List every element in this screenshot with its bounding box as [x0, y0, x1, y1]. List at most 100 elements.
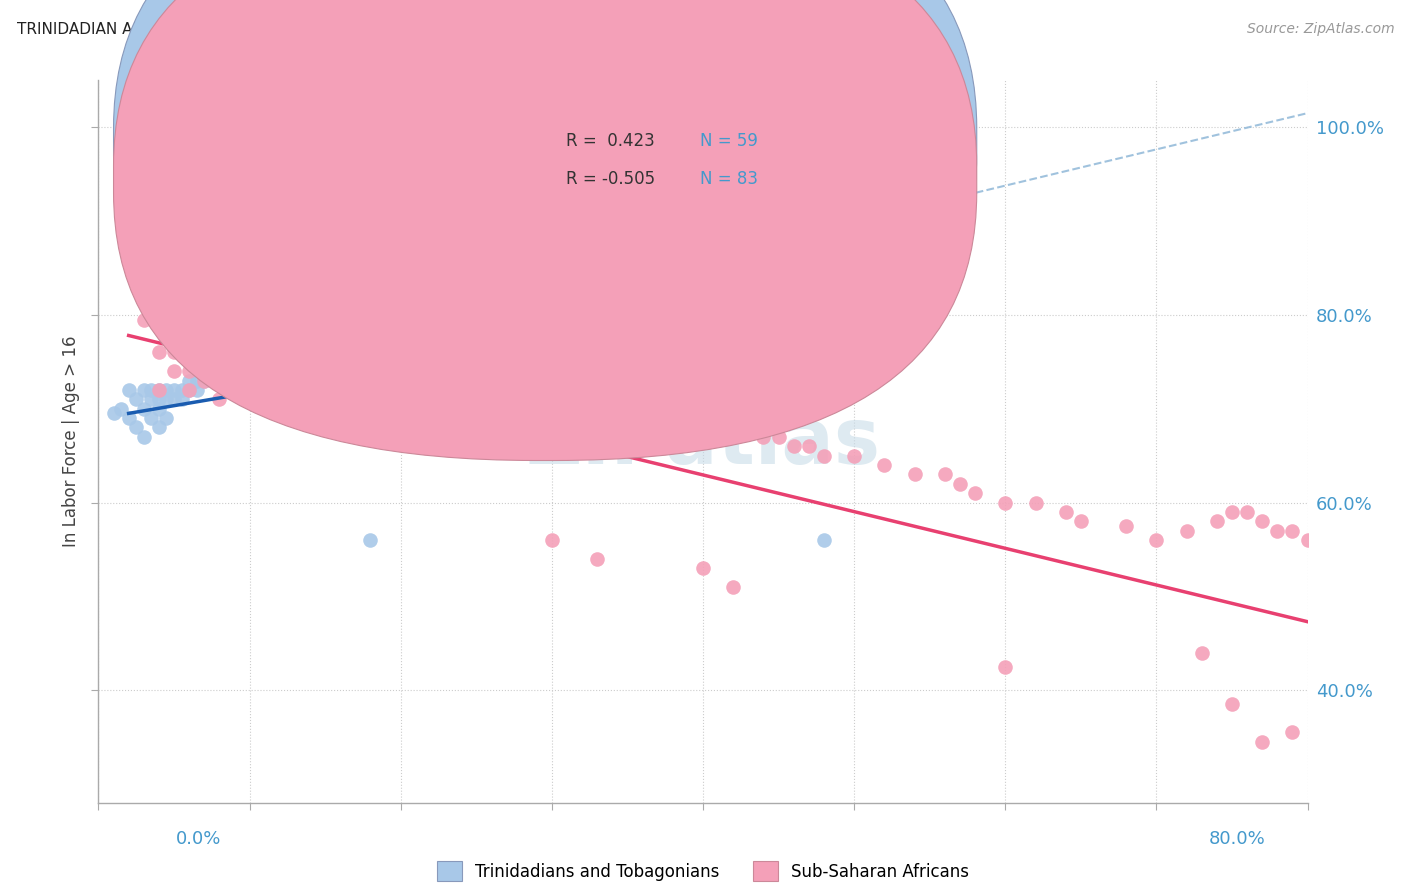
- Point: [481, 392, 503, 407]
- Point: [179, 364, 201, 378]
- Point: [314, 289, 336, 303]
- Point: [215, 355, 238, 369]
- Point: [132, 401, 155, 416]
- Point: [450, 242, 472, 256]
- Point: [1054, 505, 1077, 519]
- Point: [118, 214, 141, 228]
- Point: [934, 467, 956, 482]
- Point: [1024, 495, 1046, 509]
- Point: [284, 308, 307, 322]
- Point: [571, 401, 593, 416]
- Point: [1144, 533, 1167, 547]
- Point: [201, 355, 224, 369]
- Point: [1281, 725, 1303, 739]
- Point: [586, 551, 609, 566]
- Point: [450, 392, 472, 407]
- Point: [344, 383, 367, 397]
- Point: [360, 533, 382, 547]
- Point: [495, 401, 517, 416]
- Point: [752, 430, 775, 444]
- Point: [1281, 524, 1303, 538]
- Point: [360, 392, 382, 407]
- Point: [193, 374, 215, 388]
- Point: [1115, 519, 1137, 533]
- Point: [179, 383, 201, 397]
- Point: [1296, 533, 1319, 547]
- Point: [262, 383, 284, 397]
- Point: [602, 411, 624, 425]
- Point: [148, 420, 170, 434]
- Point: [616, 411, 638, 425]
- Point: [284, 374, 307, 388]
- Point: [994, 495, 1017, 509]
- Point: [141, 383, 163, 397]
- Point: [110, 401, 132, 416]
- Point: [510, 392, 533, 407]
- Point: [299, 298, 322, 312]
- Point: [1220, 698, 1243, 712]
- Text: ZIPatlas: ZIPatlas: [526, 403, 880, 480]
- Point: [193, 350, 215, 364]
- Point: [239, 336, 262, 351]
- Text: 80.0%: 80.0%: [1209, 830, 1265, 847]
- Point: [125, 420, 148, 434]
- Point: [163, 392, 186, 407]
- Point: [540, 401, 562, 416]
- Point: [661, 411, 683, 425]
- Point: [481, 233, 503, 247]
- Point: [1251, 514, 1274, 528]
- Point: [768, 430, 790, 444]
- Point: [148, 345, 170, 359]
- Point: [1175, 524, 1198, 538]
- Y-axis label: In Labor Force | Age > 16: In Labor Force | Age > 16: [62, 335, 80, 548]
- Point: [1251, 735, 1274, 749]
- Point: [148, 383, 170, 397]
- Point: [389, 383, 412, 397]
- Point: [571, 336, 593, 351]
- Point: [586, 411, 609, 425]
- Point: [118, 383, 141, 397]
- Point: [555, 401, 578, 416]
- Text: TRINIDADIAN AND TOBAGONIAN VS SUBSAHARAN AFRICAN IN LABOR FORCE | AGE > 16 CORRE: TRINIDADIAN AND TOBAGONIAN VS SUBSAHARAN…: [17, 22, 862, 38]
- Point: [208, 364, 231, 378]
- Point: [231, 374, 253, 388]
- Point: [179, 374, 201, 388]
- Point: [873, 458, 896, 472]
- Point: [723, 580, 745, 594]
- Point: [752, 270, 775, 285]
- Point: [1070, 514, 1092, 528]
- Point: [186, 374, 208, 388]
- Point: [329, 270, 352, 285]
- Point: [118, 411, 141, 425]
- Point: [193, 374, 215, 388]
- Point: [208, 374, 231, 388]
- Point: [224, 345, 246, 359]
- Point: [208, 392, 231, 407]
- Point: [692, 420, 714, 434]
- Point: [420, 383, 443, 397]
- Point: [141, 411, 163, 425]
- Point: [1236, 505, 1258, 519]
- Point: [148, 401, 170, 416]
- Point: [723, 420, 745, 434]
- Point: [965, 486, 987, 500]
- Point: [844, 449, 866, 463]
- Point: [103, 406, 125, 420]
- Point: [299, 374, 322, 388]
- Point: [692, 289, 714, 303]
- Point: [253, 336, 276, 351]
- Text: N = 83: N = 83: [700, 170, 758, 188]
- Point: [676, 420, 699, 434]
- Point: [329, 383, 352, 397]
- Legend: Trinidadians and Tobagonians, Sub-Saharan Africans: Trinidadians and Tobagonians, Sub-Sahara…: [437, 861, 969, 881]
- Point: [208, 355, 231, 369]
- Point: [148, 383, 170, 397]
- Point: [389, 355, 412, 369]
- Point: [231, 345, 253, 359]
- Point: [155, 392, 177, 407]
- Point: [797, 439, 820, 453]
- Point: [510, 252, 533, 266]
- Point: [132, 430, 155, 444]
- Point: [1206, 514, 1229, 528]
- Point: [141, 392, 163, 407]
